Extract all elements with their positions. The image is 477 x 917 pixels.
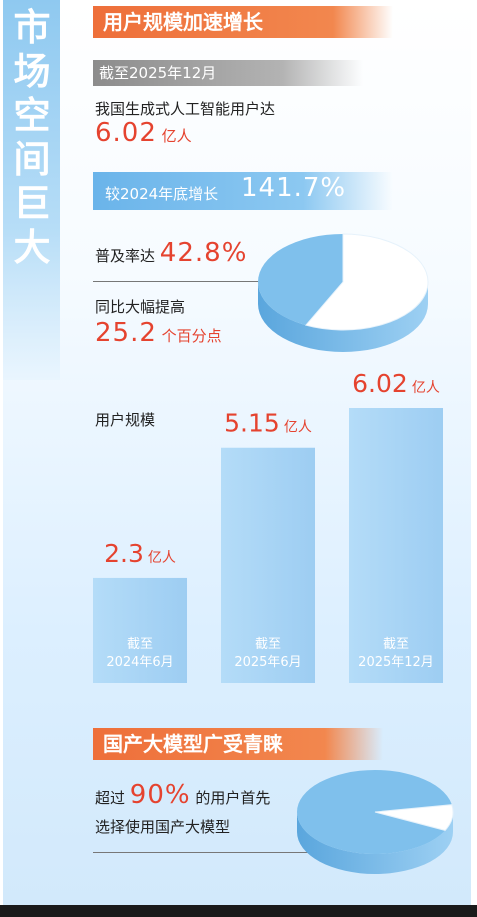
bar-1	[93, 577, 187, 683]
sidebar-band: 市场空间巨大	[3, 0, 60, 380]
bar-category-label: 截至	[127, 637, 153, 652]
bar-category-label: 截至	[383, 637, 409, 652]
bar-value-label: 2.3 亿人	[104, 539, 176, 568]
bar-category-label: 2024年6月	[106, 655, 173, 670]
divider	[93, 281, 268, 282]
yoy-increase: 25.2 个百分点	[95, 318, 222, 348]
bar-category-label: 截至	[255, 637, 281, 652]
section2-banner: 国产大模型广受青睐	[93, 728, 383, 760]
yoy-label: 同比大幅提高	[95, 298, 186, 316]
yoy-unit: 个百分点	[161, 327, 222, 345]
penetration-pie	[258, 233, 429, 352]
preference-prefix: 超过	[95, 789, 126, 807]
users-total: 6.02 亿人	[95, 118, 192, 148]
preference-line2: 选择使用国产大模型	[95, 818, 231, 836]
bar-3	[349, 408, 443, 683]
bar-value-label: 5.15 亿人	[224, 409, 312, 438]
preference-value: 90%	[129, 780, 191, 810]
divider-2	[93, 852, 308, 853]
bar-category-label: 2025年12月	[358, 655, 434, 670]
pie-white-slice	[304, 233, 429, 331]
preference-suffix: 的用户首先	[195, 789, 271, 807]
section1-banner: 用户规模加速增长	[93, 6, 393, 38]
users-total-unit: 亿人	[161, 127, 192, 145]
pie-white-slice	[374, 804, 454, 831]
chart-title: 用户规模	[95, 411, 155, 429]
preference-pie	[297, 770, 454, 874]
pie-side	[258, 282, 428, 352]
users-intro: 我国生成式人工智能用户达	[95, 100, 276, 118]
infographic-card: 市场空间巨大 用户规模加速增长 截至2025年12月 我国生成式人工智能用户达 …	[3, 0, 471, 905]
bottom-rule	[0, 905, 477, 917]
penetration: 普及率达 42.8%	[95, 238, 247, 268]
penetration-value: 42.8%	[159, 238, 248, 268]
bar-value-label: 6.02 亿人	[352, 369, 440, 398]
growth-strip: 较2024年底增长 141.7%	[93, 172, 393, 210]
penetration-label: 普及率达	[95, 247, 156, 265]
pie-side	[297, 812, 453, 874]
growth-label: 较2024年底增长	[105, 185, 219, 203]
bar-2	[221, 447, 315, 683]
users-total-value: 6.02	[95, 118, 157, 148]
preference-line1: 超过 90% 的用户首先	[95, 780, 270, 810]
yoy-value: 25.2	[95, 318, 157, 348]
bar-category-label: 2025年6月	[234, 655, 301, 670]
date-label: 截至2025年12月	[93, 60, 363, 86]
sidebar-title: 市场空间巨大	[13, 6, 51, 269]
growth-value: 141.7%	[241, 173, 347, 203]
